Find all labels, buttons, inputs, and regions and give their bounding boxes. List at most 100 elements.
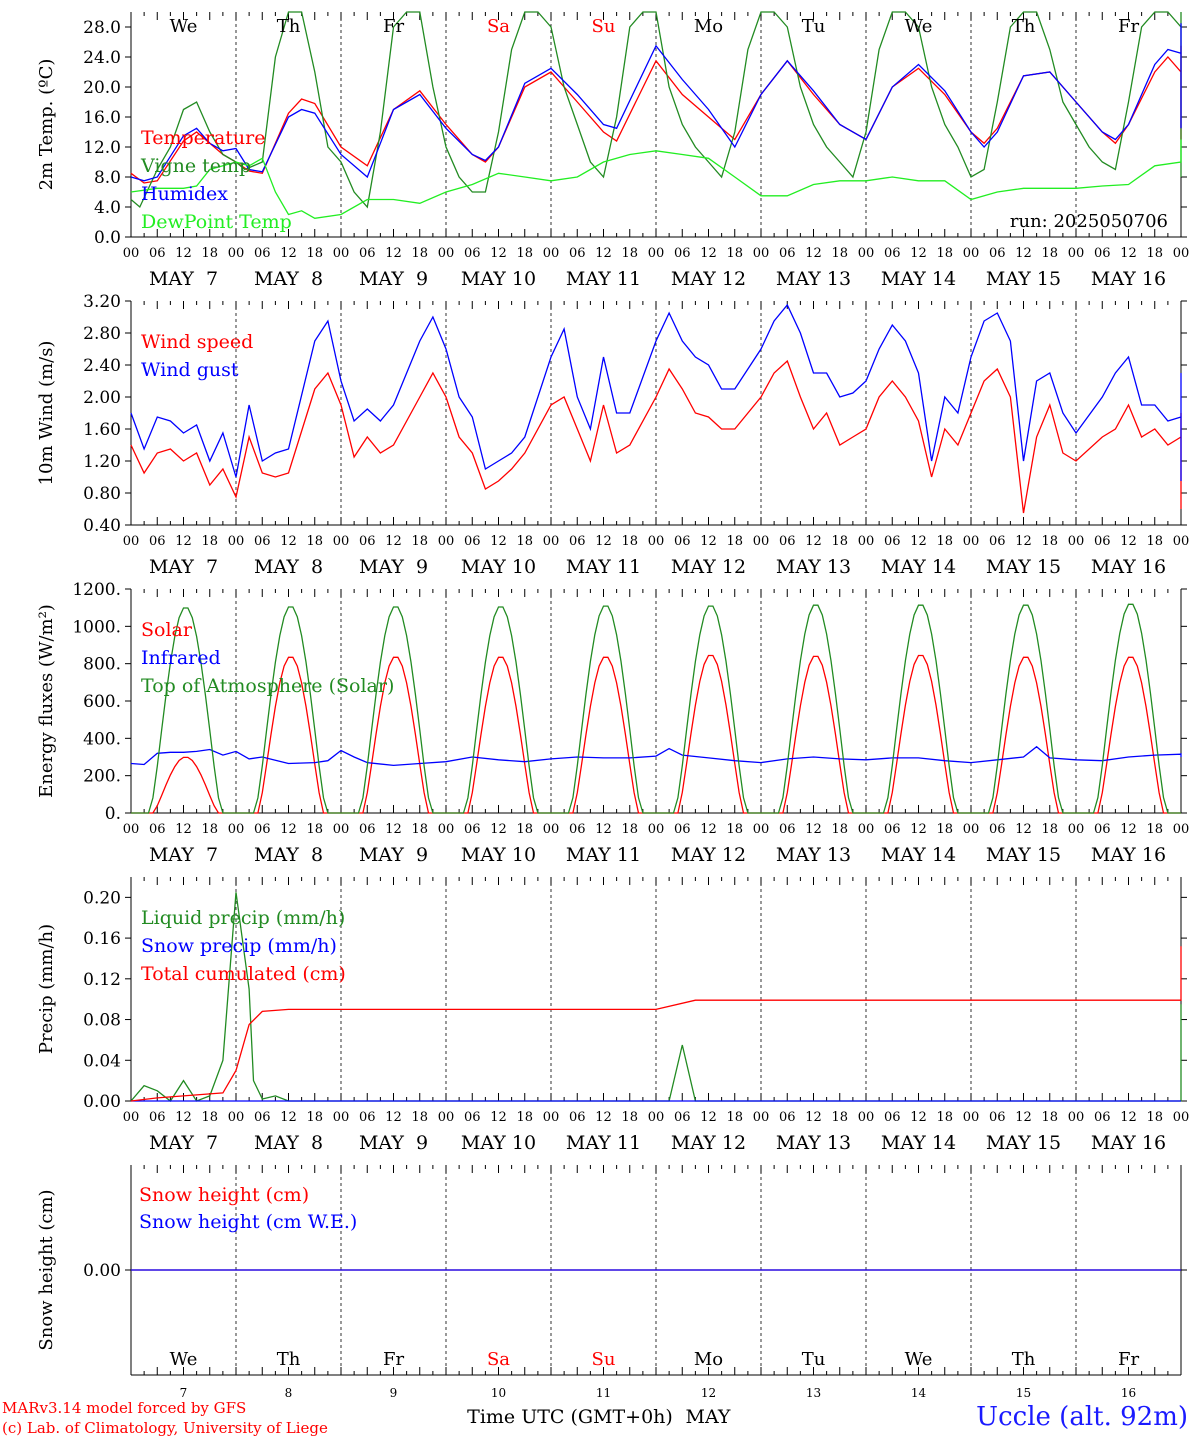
x-axis-title: Time UTC (GMT+0h) xyxy=(467,1406,673,1428)
hour-label: 00 xyxy=(858,534,875,549)
legend-entry: Wind gust xyxy=(141,359,239,381)
hour-label: 18 xyxy=(516,534,533,549)
date-label: MAY 12 xyxy=(671,268,746,290)
lab-credit: (c) Lab. of Climatology, University of L… xyxy=(2,1419,328,1437)
hour-label: 06 xyxy=(989,1110,1006,1125)
hour-label: 00 xyxy=(963,534,980,549)
y-tick-label: 8.0 xyxy=(94,168,121,188)
day-number: 13 xyxy=(806,1386,821,1400)
hour-label: 00 xyxy=(438,1110,455,1125)
day-number: 8 xyxy=(285,1386,293,1400)
date-label: MAY 14 xyxy=(881,268,956,290)
date-label: MAY 10 xyxy=(461,268,536,290)
hour-label: 06 xyxy=(674,1110,691,1125)
hour-label: 18 xyxy=(621,246,638,261)
hour-label: 18 xyxy=(411,822,428,837)
hour-label: 00 xyxy=(1173,1110,1190,1125)
hour-label: 18 xyxy=(201,1110,218,1125)
location-label: Uccle (alt. 92m) xyxy=(976,1402,1188,1432)
hour-label: 00 xyxy=(123,1110,140,1125)
date-label: MAY 16 xyxy=(1091,1132,1166,1154)
hour-label: 18 xyxy=(621,534,638,549)
hour-label: 00 xyxy=(438,822,455,837)
date-label: MAY 15 xyxy=(986,268,1061,290)
y-tick-label: 12.0 xyxy=(83,138,121,158)
hour-label: 00 xyxy=(1173,822,1190,837)
hour-label: 12 xyxy=(280,1110,297,1125)
series-line-top-of-atmosphere-solar xyxy=(131,603,1181,814)
weekday-label: We xyxy=(905,1349,933,1370)
hour-label: 18 xyxy=(411,246,428,261)
y-tick-label: 0.08 xyxy=(83,1011,121,1031)
y-tick-label: 3.20 xyxy=(83,292,121,312)
hour-label: 06 xyxy=(254,1110,271,1125)
hour-label: 06 xyxy=(884,534,901,549)
hour-label: 18 xyxy=(1146,1110,1163,1125)
hour-label: 06 xyxy=(1094,822,1111,837)
hour-label: 00 xyxy=(123,534,140,549)
weekday-label: Sa xyxy=(487,16,510,37)
hour-label: 18 xyxy=(1041,534,1058,549)
hour-label: 18 xyxy=(1146,534,1163,549)
y-tick-label: 1.60 xyxy=(83,420,121,440)
weekday-label: Mo xyxy=(694,16,723,37)
hour-label: 18 xyxy=(726,534,743,549)
hour-label: 18 xyxy=(726,246,743,261)
hour-label: 12 xyxy=(385,534,402,549)
y-tick-label: 2.00 xyxy=(83,388,121,408)
weekday-label: Su xyxy=(592,1349,616,1370)
weekday-label: Th xyxy=(1012,16,1036,37)
hour-label: 06 xyxy=(359,246,376,261)
weekday-label: Th xyxy=(1012,1349,1036,1370)
hour-label: 00 xyxy=(333,246,350,261)
hour-label: 00 xyxy=(123,822,140,837)
hour-label: 12 xyxy=(595,246,612,261)
hour-label: 12 xyxy=(700,246,717,261)
date-label: MAY 14 xyxy=(881,556,956,578)
hour-label: 00 xyxy=(543,534,560,549)
hour-label: 18 xyxy=(831,534,848,549)
y-axis-label: 10m Wind (m/s) xyxy=(36,341,57,486)
hour-label: 00 xyxy=(753,246,770,261)
hour-label: 06 xyxy=(779,822,796,837)
hour-label: 06 xyxy=(569,246,586,261)
weekday-label: Tu xyxy=(802,16,826,37)
hour-label: 12 xyxy=(595,534,612,549)
hour-label: 12 xyxy=(1120,246,1137,261)
hour-label: 00 xyxy=(123,246,140,261)
day-number: 9 xyxy=(390,1386,398,1400)
y-tick-label: 0.12 xyxy=(83,970,121,990)
hour-label: 12 xyxy=(595,1110,612,1125)
hour-label: 00 xyxy=(1068,822,1085,837)
hour-label: 12 xyxy=(175,534,192,549)
date-label: MAY 15 xyxy=(986,1132,1061,1154)
hour-label: 18 xyxy=(201,246,218,261)
hour-label: 18 xyxy=(306,1110,323,1125)
hour-label: 18 xyxy=(201,822,218,837)
hour-label: 06 xyxy=(1094,534,1111,549)
y-tick-label: 0.04 xyxy=(83,1051,121,1071)
hour-label: 18 xyxy=(936,1110,953,1125)
hour-label: 12 xyxy=(490,246,507,261)
y-tick-label: 1000. xyxy=(72,617,121,637)
hour-label: 12 xyxy=(175,822,192,837)
hour-label: 06 xyxy=(779,1110,796,1125)
hour-label: 00 xyxy=(1173,534,1190,549)
run-annotation: run: 2025050706 xyxy=(1010,211,1168,232)
hour-label: 12 xyxy=(1015,1110,1032,1125)
weekday-label: We xyxy=(905,16,933,37)
date-label: MAY 7 xyxy=(149,844,218,866)
series-line-infrared xyxy=(130,745,1182,767)
hour-label: 18 xyxy=(726,822,743,837)
hour-label: 12 xyxy=(175,246,192,261)
hour-label: 06 xyxy=(884,1110,901,1125)
hour-label: 18 xyxy=(1146,246,1163,261)
hour-label: 12 xyxy=(1120,1110,1137,1125)
hour-label: 06 xyxy=(359,1110,376,1125)
hour-label: 00 xyxy=(963,1110,980,1125)
hour-label: 06 xyxy=(254,246,271,261)
y-tick-label: 28.0 xyxy=(83,18,121,38)
hour-label: 06 xyxy=(779,534,796,549)
date-label: MAY 14 xyxy=(881,844,956,866)
hour-label: 00 xyxy=(858,1110,875,1125)
